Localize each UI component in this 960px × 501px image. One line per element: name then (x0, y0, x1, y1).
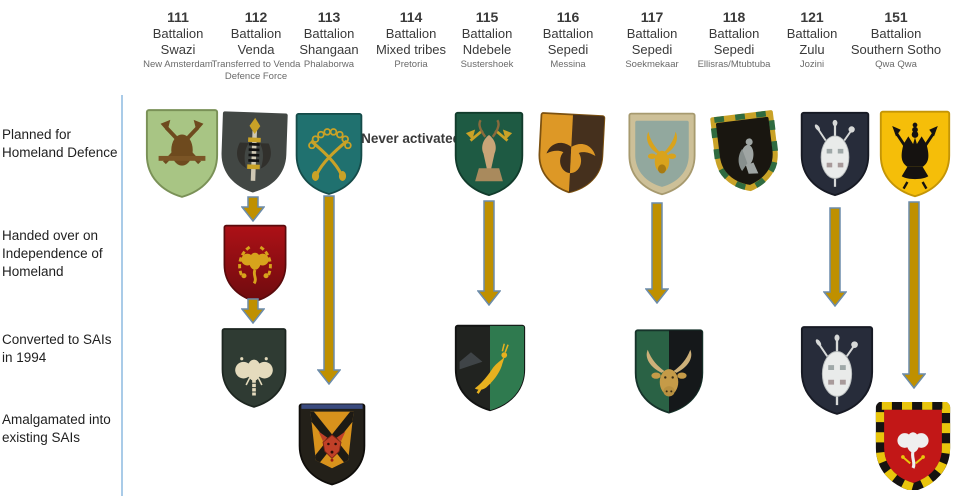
battalion-location: Soekmekaar (625, 59, 679, 70)
battalion-number: 112 (244, 9, 268, 25)
column-header-112: 112 Battalion Venda Transferred to Venda… (196, 8, 316, 82)
column-header-111: 111 Battalion Swazi New Amsterdam (118, 8, 238, 71)
battalion-number: 151 (884, 9, 908, 25)
arrow-121-planned-to-converted (822, 207, 848, 308)
shield-117-sepedi-soekmekaar (623, 110, 701, 197)
basotho-hat-emblem (892, 122, 938, 190)
shield-151-southern-sotho (877, 107, 953, 200)
arrow-113-planned-to-amalgamated (316, 195, 342, 386)
battalion-unit: Battalion (542, 26, 594, 41)
battalion-tribe: Ndebele (462, 42, 512, 57)
swazi-spears-emblem (158, 119, 206, 166)
battalion-location: Messina (550, 59, 586, 70)
battalion-location: Sustershoek (460, 59, 514, 70)
battalion-tribe: Swazi (160, 42, 196, 57)
row-label-planned: Planned for Homeland Defence (2, 127, 118, 160)
battalion-unit: Battalion (385, 26, 437, 41)
elephant-in-wreath-emblem (238, 245, 272, 285)
battalion-location: Transferred to Venda Defence Force (211, 59, 301, 82)
battalion-location: Qwa Qwa (875, 59, 917, 70)
leaping-springbok-emblem (474, 343, 509, 394)
row-label-handed-over: Handed over on Independence of Homeland (2, 228, 103, 279)
battalion-tribe: Venda (237, 42, 275, 57)
never-activated-note: Never activated (361, 131, 461, 146)
row-label-amalgamated: Amalgamated into existing SAIs (2, 412, 111, 445)
battalion-tribe: Sepedi (713, 42, 755, 57)
shield-115-sai-springbok (452, 321, 528, 414)
battalion-tribe: Shangaan (299, 42, 359, 57)
battalion-number: 113 (317, 9, 341, 25)
battalion-number: 114 (399, 9, 423, 25)
fox-head-emblem (318, 431, 346, 462)
cattle-head-emblem (647, 131, 677, 174)
chain-and-crossed-implements-emblem (308, 128, 352, 181)
battalion-location: Pretoria (394, 59, 428, 70)
shield-113-shangaan (293, 107, 365, 200)
battalion-tribe: Sepedi (547, 42, 589, 57)
battalion-tribe: Zulu (799, 42, 825, 57)
battalion-tribe: Southern Sotho (850, 42, 942, 57)
column-header-115: 115 Battalion Ndebele Sustershoek (427, 8, 547, 71)
battalion-unit: Battalion (461, 26, 513, 41)
shield-117-sai-bull (632, 324, 706, 418)
battalion-unit: Battalion (708, 26, 760, 41)
shield-116-sepedi-messina (534, 108, 608, 198)
battalion-unit: Battalion (152, 26, 204, 41)
battalion-tribe: Sepedi (631, 42, 673, 57)
zulu-shield-emblem (815, 334, 858, 406)
arrow-151-planned-to-amalgamated (901, 201, 927, 390)
shield-118-sepedi-ellisras (706, 103, 786, 201)
arrow-112-planned-to-handed-over (240, 196, 266, 223)
battalion-number: 116 (556, 9, 580, 25)
zulu-shield-emblem (814, 119, 855, 187)
kudu-head-and-axes-emblem (465, 119, 513, 182)
elephant-head-emblem (235, 357, 273, 396)
shield-111-swazi (143, 106, 221, 200)
column-header-114: 114 Battalion Mixed tribes Pretoria (351, 8, 471, 71)
arrow-117-planned-to-converted (644, 202, 670, 305)
shield-121-sai-zulu (798, 323, 876, 417)
fish-eagle-emblem (738, 138, 759, 174)
battalion-number: 115 (475, 9, 499, 25)
battalion-location: Jozini (799, 59, 825, 70)
divider-line (121, 95, 123, 496)
battalion-unit: Battalion (230, 26, 282, 41)
bull-head-emblem (646, 349, 692, 397)
battalion-number: 118 (722, 9, 746, 25)
row-label-converted: Converted to SAIs in 1994 (2, 332, 112, 365)
battalion-number: 117 (640, 9, 664, 25)
column-header-121: 121 Battalion Zulu Jozini (752, 8, 872, 71)
column-header-117: 117 Battalion Sepedi Soekmekaar (592, 8, 712, 71)
column-header-151: 151 Battalion Southern Sotho Qwa Qwa (836, 8, 956, 71)
battalion-location: Ellisras/Mtubtuba (697, 59, 771, 70)
shield-121-zulu (798, 107, 872, 200)
shield-112-venda-defence-force (221, 220, 289, 306)
column-header-113: 113 Battalion Shangaan Phalaborwa (269, 8, 389, 71)
shield-113-sai-amalgamated (296, 399, 368, 489)
battalion-unit: Battalion (786, 26, 838, 41)
shield-151-sai-amalgamated (874, 402, 952, 490)
battalion-number: 111 (167, 9, 189, 25)
battalion-number: 121 (800, 9, 824, 25)
arrow-112-handed-over-to-converted (240, 298, 266, 325)
buffalo-head-emblem (546, 142, 596, 174)
battalion-unit: Battalion (303, 26, 355, 41)
shield-115-ndebele (452, 107, 526, 200)
battalion-unit: Battalion (626, 26, 678, 41)
battalion-unit: Battalion (870, 26, 922, 41)
battalion-tribe: Mixed tribes (375, 42, 447, 57)
column-header-116: 116 Battalion Sepedi Messina (508, 8, 628, 71)
column-header-118: 118 Battalion Sepedi Ellisras/Mtubtuba (674, 8, 794, 71)
arrow-115-planned-to-converted (476, 200, 502, 307)
battalion-location: New Amsterdam (143, 59, 213, 70)
shield-112-venda (216, 103, 291, 201)
shield-112-sai-elephant (219, 323, 289, 412)
battalion-location: Phalaborwa (303, 59, 355, 70)
white-elephant-emblem (897, 432, 929, 469)
venda-staff-emblem (237, 117, 271, 181)
